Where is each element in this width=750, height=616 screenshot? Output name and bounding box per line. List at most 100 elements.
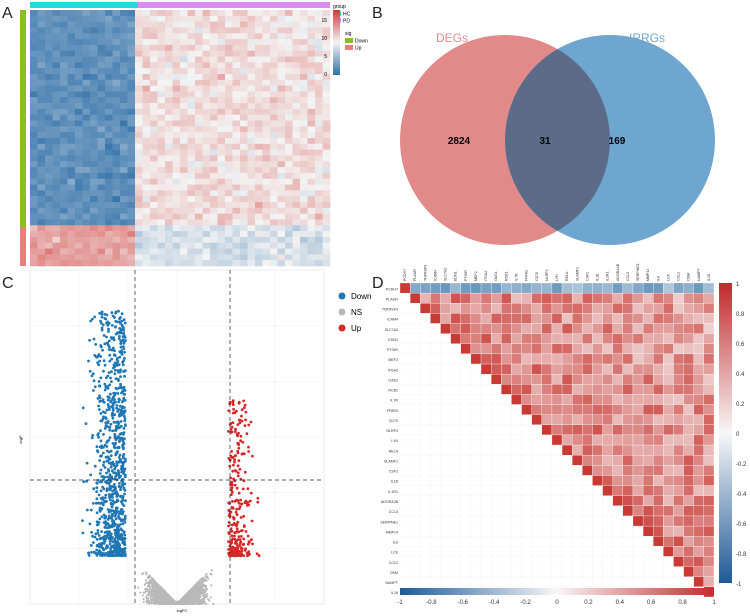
heatmap-cell <box>120 178 128 185</box>
heatmap-cell <box>240 56 248 63</box>
heatmap-cell <box>30 50 38 57</box>
heatmap-cell <box>270 184 278 191</box>
heatmap-cell <box>82 103 91 110</box>
heatmap-cell <box>202 103 211 110</box>
heatmap-cell <box>150 44 158 52</box>
heatmap-cell <box>157 149 166 156</box>
heatmap-cell <box>240 21 248 28</box>
heatmap-cell <box>210 184 218 191</box>
heatmap-cell <box>60 50 68 57</box>
heatmap-cell <box>142 242 151 249</box>
heatmap-cell <box>120 207 128 214</box>
heatmap-cell <box>255 44 263 52</box>
heatmap-cell <box>270 231 278 238</box>
volcano-point-ns <box>144 582 148 585</box>
heatmap-cell <box>292 15 301 22</box>
heatmap-cell <box>270 15 278 22</box>
heatmap-cell <box>120 236 128 244</box>
heatmap-cell <box>210 15 218 22</box>
heatmap-cell <box>255 74 263 81</box>
heatmap-cell <box>67 114 76 121</box>
heatmap-cell <box>195 91 203 98</box>
heatmap-cell <box>232 172 241 180</box>
heatmap-cell <box>307 190 316 197</box>
heatmap-cell <box>37 161 46 168</box>
heatmap-cell <box>120 85 128 92</box>
heatmap-cell <box>105 103 113 110</box>
heatmap-cell <box>300 114 308 121</box>
heatmap-cell <box>30 120 38 127</box>
heatmap-cell <box>105 68 113 75</box>
heatmap-cell <box>127 236 136 244</box>
heatmap-cell <box>150 254 158 261</box>
volcano-point-ns <box>206 575 209 578</box>
heatmap-cell <box>157 120 166 127</box>
heatmap-cell <box>75 79 83 86</box>
heatmap-cell <box>307 56 316 63</box>
heatmap-cell <box>135 172 143 180</box>
heatmap-cell <box>157 161 166 168</box>
heatmap-cell <box>45 260 53 267</box>
heatmap-cell <box>285 56 293 63</box>
heatmap-cell <box>277 172 286 180</box>
heatmap-cell <box>105 27 113 34</box>
heatmap-cell <box>262 114 271 121</box>
heatmap-cell <box>307 161 316 168</box>
heatmap-cell <box>240 15 248 22</box>
heatmap-cell <box>112 260 121 267</box>
heatmap-cell <box>315 74 323 81</box>
heatmap-cell <box>45 126 53 133</box>
heatmap-cell <box>157 219 166 226</box>
heatmap-cell <box>82 207 91 214</box>
heatmap-cell <box>225 33 233 40</box>
heatmap-cell <box>217 91 226 98</box>
heatmap-cell <box>97 225 106 232</box>
heatmap-cell <box>90 202 98 209</box>
heatmap-cell <box>165 207 173 214</box>
heatmap-cell <box>30 10 38 17</box>
heatmap-cell <box>300 207 308 214</box>
heatmap-cell <box>112 50 121 57</box>
heatmap-cell <box>210 108 218 116</box>
heatmap-cell <box>150 56 158 63</box>
heatmap-cell <box>180 27 188 34</box>
heatmap-cell <box>67 219 76 226</box>
heatmap-cell <box>225 50 233 57</box>
heatmap-cell <box>112 33 121 40</box>
heatmap-cell <box>255 126 263 133</box>
heatmap-cell <box>270 120 278 127</box>
heatmap-cell <box>150 91 158 98</box>
heatmap-cell <box>255 15 263 22</box>
heatmap-cell <box>210 138 218 145</box>
heatmap-cell <box>150 138 158 145</box>
heatmap-cell <box>142 56 151 63</box>
heatmap-cell <box>255 155 263 162</box>
heatmap-cell <box>75 260 83 267</box>
heatmap-cell <box>300 27 308 34</box>
heatmap-cell <box>277 149 286 156</box>
heatmap-cell <box>45 178 53 185</box>
heatmap-cell <box>247 62 256 69</box>
heatmap-cell <box>315 132 323 139</box>
heatmap-cell <box>165 114 173 121</box>
heatmap-cell <box>105 236 113 244</box>
heatmap-cell <box>210 39 218 46</box>
heatmap-cell <box>127 85 136 92</box>
heatmap-cell <box>150 242 158 249</box>
volcano-point-ns <box>200 592 203 595</box>
heatmap-cell <box>285 33 293 40</box>
heatmap-cell <box>172 74 181 81</box>
heatmap-cell <box>232 167 241 174</box>
heatmap-cell <box>187 126 196 133</box>
heatmap-cell <box>277 27 286 34</box>
heatmap-cell <box>120 15 128 22</box>
heatmap-cell <box>112 132 121 139</box>
heatmap-cell <box>277 219 286 226</box>
heatmap-cell <box>120 254 128 261</box>
heatmap-cell <box>82 149 91 156</box>
heatmap-cell <box>262 248 271 255</box>
heatmap-cell <box>262 225 271 232</box>
heatmap-cell <box>240 219 248 226</box>
heatmap-cell <box>285 172 293 180</box>
heatmap-cell <box>127 254 136 261</box>
